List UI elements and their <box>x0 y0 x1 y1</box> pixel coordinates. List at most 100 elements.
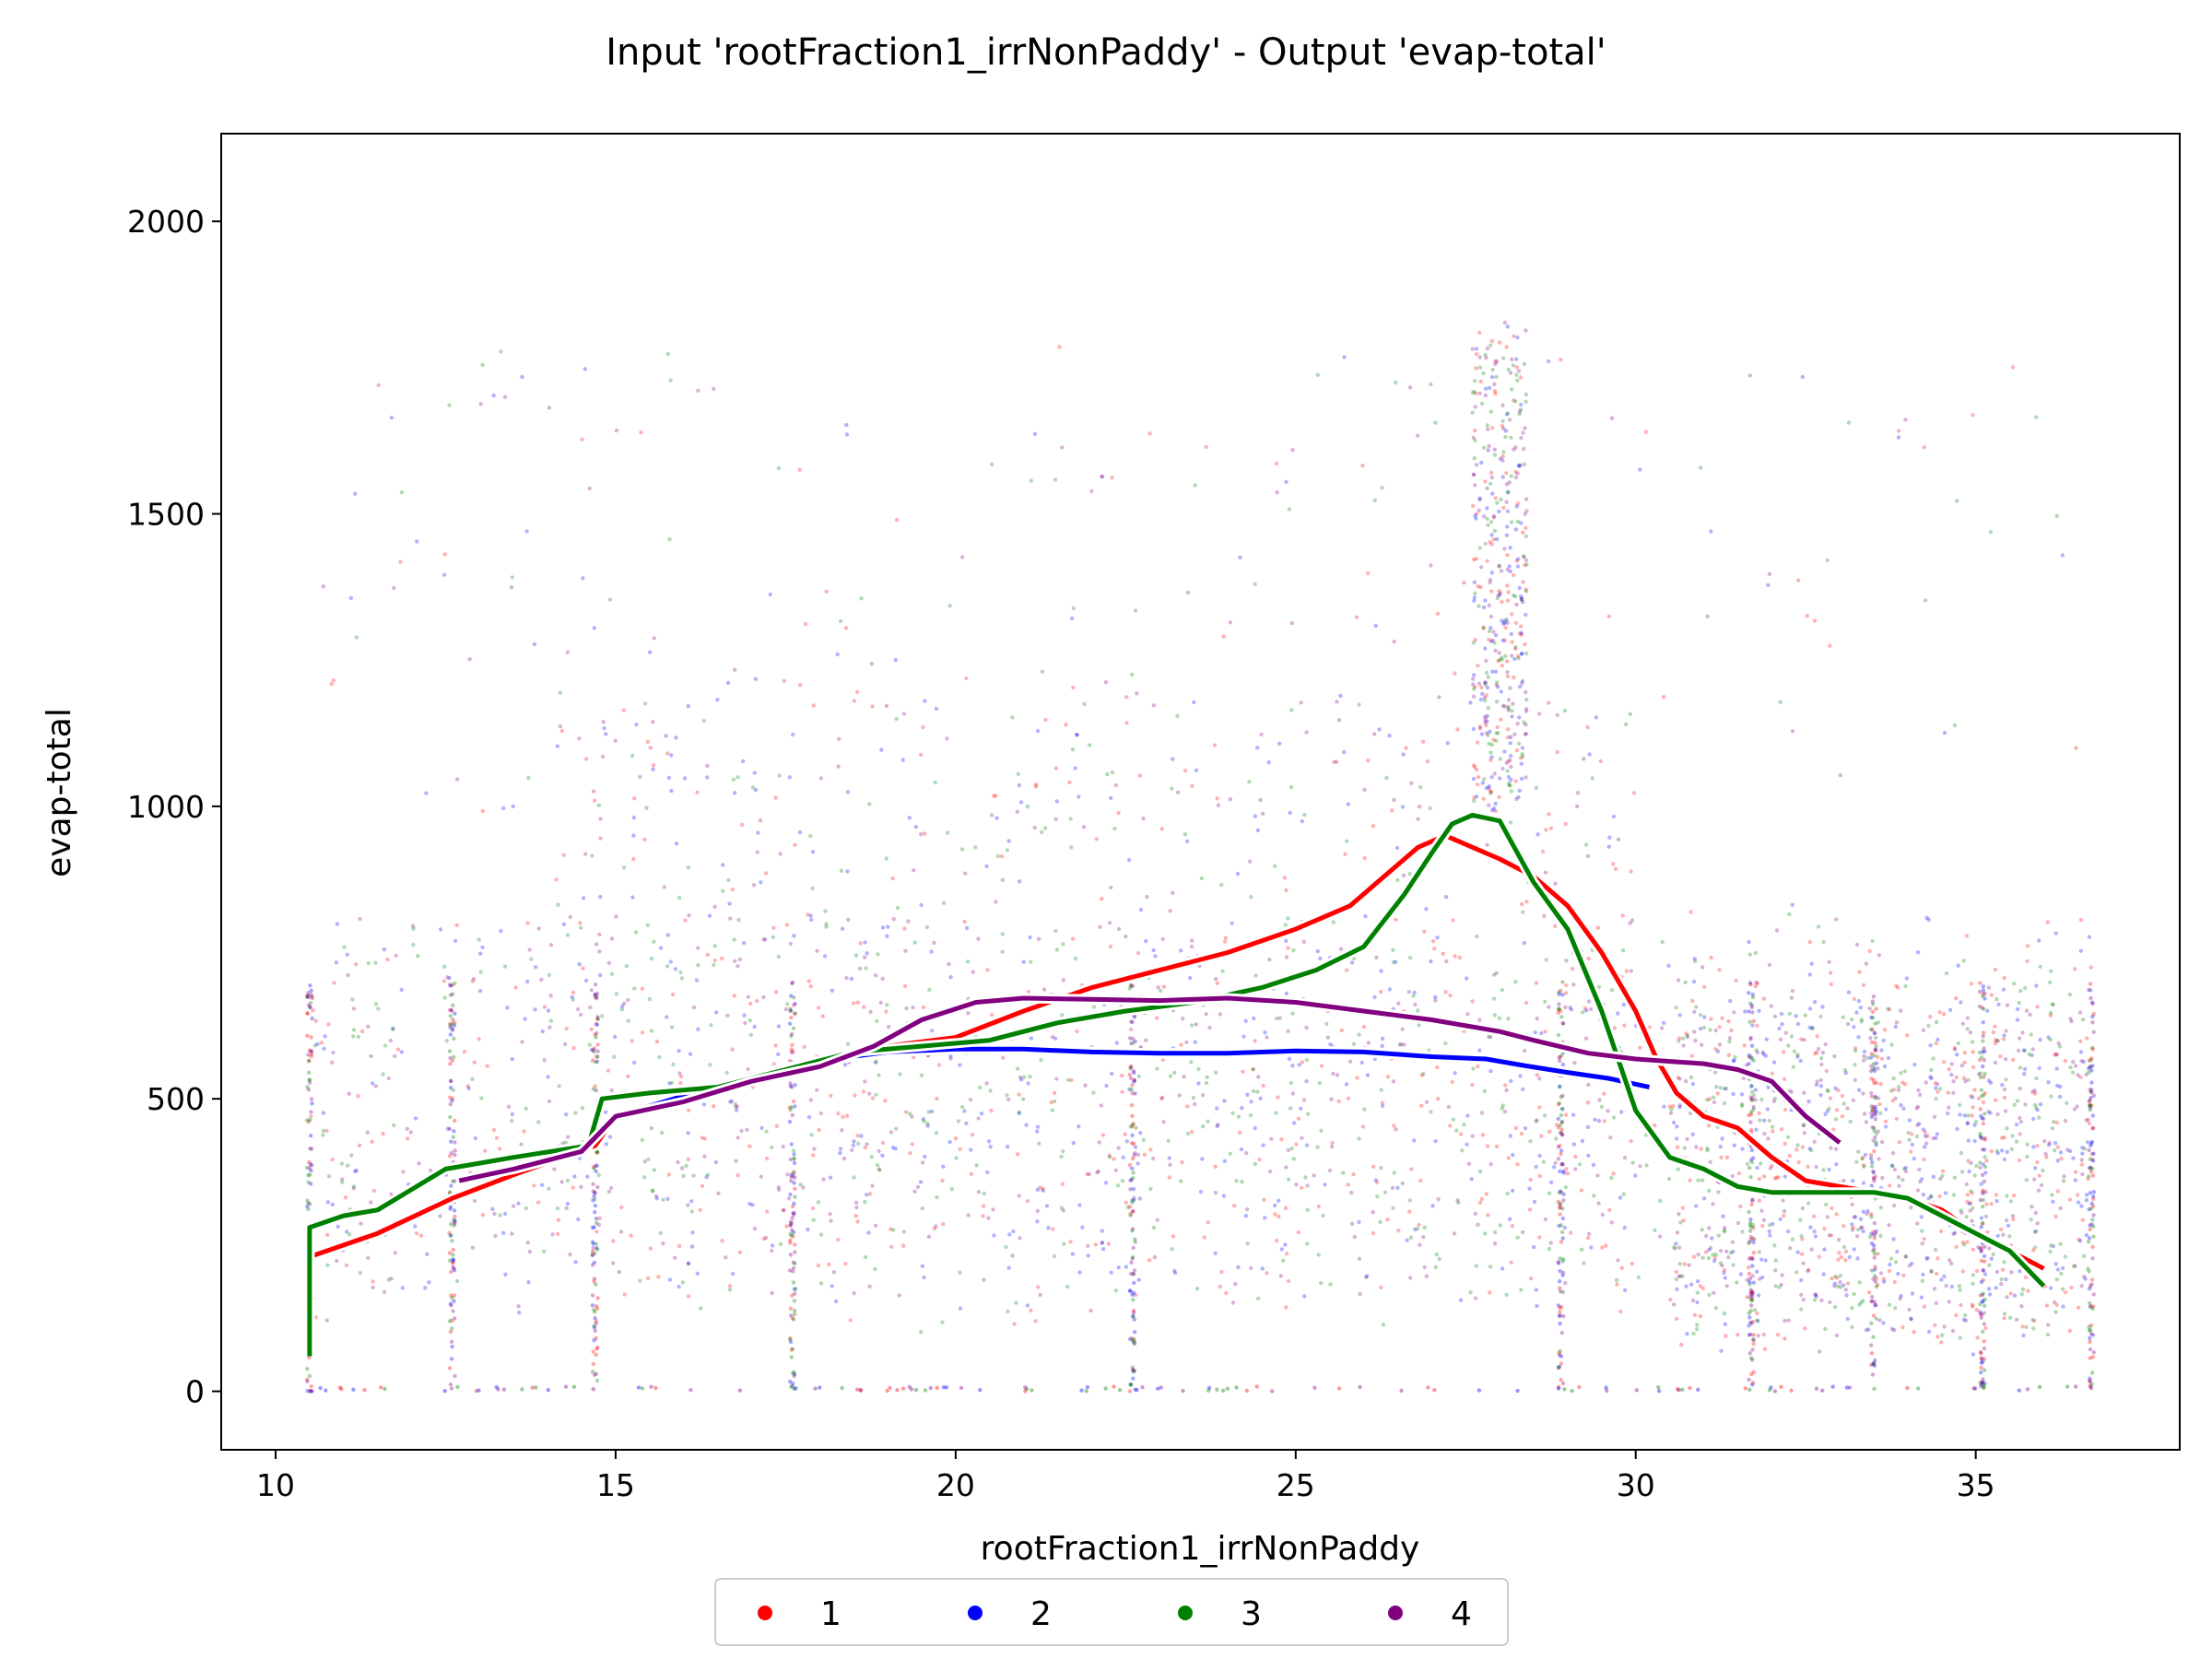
scatter-point <box>1783 1174 1788 1179</box>
scatter-point <box>1130 1198 1135 1203</box>
scatter-point <box>813 1386 818 1391</box>
scatter-point <box>2021 1048 2027 1053</box>
scatter-point <box>1409 1167 1414 1171</box>
scatter-point <box>1070 936 1076 941</box>
scatter-point <box>761 937 766 942</box>
scatter-point <box>1983 1325 1988 1331</box>
scatter-point <box>1779 1011 1784 1017</box>
scatter-point <box>1524 558 1529 563</box>
scatter-point <box>1486 705 1491 711</box>
scatter-point <box>788 941 793 947</box>
scatter-point <box>1543 1030 1547 1034</box>
scatter-point <box>689 1199 694 1204</box>
scatter-point <box>1707 1292 1712 1298</box>
scatter-point <box>1124 721 1129 725</box>
scatter-point <box>2002 975 2006 981</box>
scatter-point <box>1041 987 1047 992</box>
scatter-point <box>1693 959 1698 964</box>
scatter-point <box>1560 1021 1565 1026</box>
scatter-point <box>1978 1197 1983 1203</box>
scatter-point <box>1458 1298 1464 1302</box>
scatter-point <box>358 916 362 922</box>
scatter-point <box>1507 564 1512 569</box>
scatter-point <box>791 1371 795 1376</box>
scatter-point <box>1959 1064 1964 1068</box>
scatter-point <box>2000 1267 2006 1272</box>
scatter-point <box>595 1042 600 1047</box>
scatter-point <box>1896 1088 1901 1092</box>
scatter-point <box>540 1029 545 1034</box>
scatter-point <box>1465 1012 1470 1017</box>
scatter-point <box>1981 1100 1986 1105</box>
scatter-point <box>1778 1217 1783 1222</box>
scatter-point <box>1581 1010 1585 1015</box>
scatter-point <box>1206 1119 1210 1124</box>
scatter-point <box>1879 1139 1885 1145</box>
scatter-point <box>1812 1139 1817 1145</box>
scatter-point <box>1722 1100 1727 1106</box>
scatter-point <box>1035 1124 1041 1129</box>
scatter-point <box>453 1373 457 1379</box>
scatter-point <box>645 923 651 927</box>
scatter-point <box>1871 1169 1876 1174</box>
scatter-point <box>1261 1083 1265 1088</box>
scatter-point <box>1605 1388 1609 1394</box>
scatter-point <box>1558 1310 1562 1315</box>
scatter-point <box>1721 1214 1725 1218</box>
scatter-point <box>673 1255 677 1260</box>
scatter-point <box>1675 1387 1680 1392</box>
scatter-point <box>2032 1230 2037 1234</box>
scatter-point <box>727 901 732 906</box>
scatter-point <box>1466 1161 1472 1166</box>
scatter-point <box>1453 671 1457 676</box>
scatter-point <box>1485 713 1489 719</box>
scatter-point <box>1060 1182 1065 1186</box>
scatter-point <box>1890 1163 1895 1169</box>
scatter-point <box>1561 1192 1566 1196</box>
scatter-point <box>1747 1377 1751 1382</box>
scatter-point <box>1557 1100 1562 1106</box>
scatter-point <box>1535 1303 1539 1309</box>
scatter-point <box>1508 754 1513 759</box>
scatter-point <box>1748 1309 1754 1313</box>
scatter-point <box>1301 1098 1307 1102</box>
scatter-point <box>1980 1172 1985 1178</box>
scatter-point <box>925 1124 930 1128</box>
scatter-point <box>1503 653 1508 659</box>
scatter-point <box>1364 1275 1369 1280</box>
scatter-point <box>1751 1370 1756 1374</box>
scatter-point <box>2084 1072 2088 1077</box>
scatter-point <box>1903 983 1908 989</box>
scatter-point <box>956 1119 961 1124</box>
scatter-point <box>1734 978 1738 983</box>
scatter-point <box>808 834 813 839</box>
scatter-point <box>1274 461 1279 466</box>
scatter-point <box>1371 1210 1375 1215</box>
scatter-point <box>1199 876 1205 881</box>
scatter-point <box>1132 1342 1137 1347</box>
scatter-point <box>1989 1256 1994 1261</box>
scatter-point <box>1374 1180 1380 1185</box>
scatter-point <box>1757 1176 1762 1182</box>
scatter-point <box>1983 1072 1987 1077</box>
scatter-point <box>1120 1073 1124 1078</box>
scatter-point <box>1113 1288 1119 1293</box>
scatter-point <box>1277 1016 1282 1020</box>
scatter-point <box>1560 1259 1565 1264</box>
scatter-point <box>2032 1102 2038 1108</box>
scatter-point <box>1130 1209 1135 1214</box>
scatter-point <box>792 1299 797 1303</box>
scatter-point <box>721 863 725 867</box>
scatter-point <box>614 428 619 433</box>
scatter-point <box>570 994 574 1000</box>
scatter-point <box>324 1388 328 1393</box>
scatter-point <box>1514 559 1519 563</box>
scatter-point <box>1497 509 1501 514</box>
scatter-point <box>948 1053 953 1059</box>
scatter-point <box>1669 1107 1674 1112</box>
scatter-point <box>1782 1209 1787 1214</box>
scatter-point <box>1472 389 1477 394</box>
scatter-point <box>592 1194 596 1199</box>
scatter-point <box>884 1009 888 1014</box>
scatter-point <box>1255 828 1261 833</box>
